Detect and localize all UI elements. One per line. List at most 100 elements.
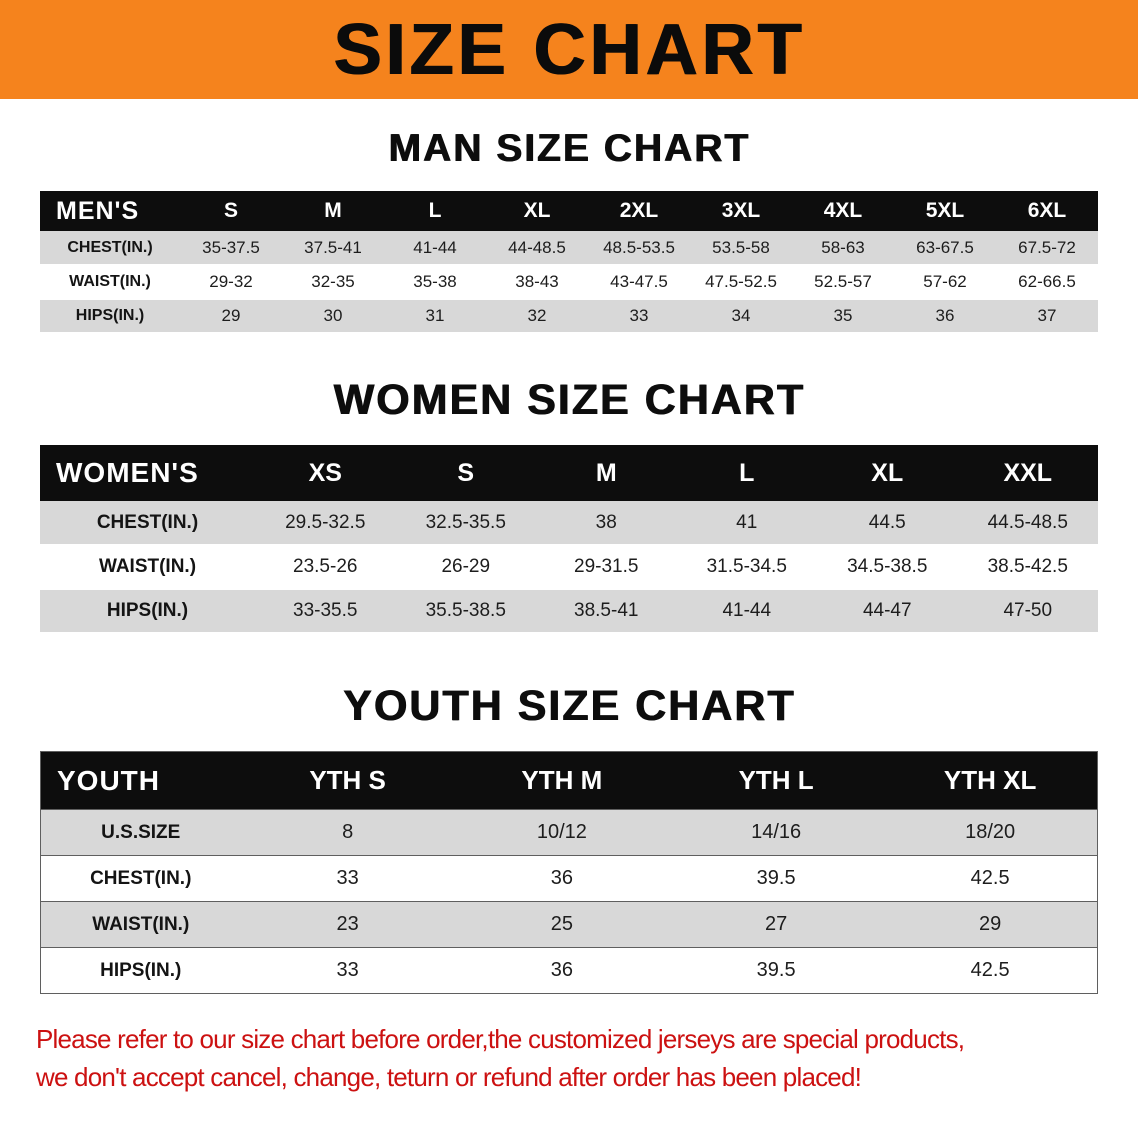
women-table-body: CHEST(IN.) 29.5-32.5 32.5-35.5 38 41 44.5 44.5… bbox=[40, 501, 1098, 634]
measurement-row: WAIST(IN.) 23 25 27 29 bbox=[40, 901, 1098, 948]
measurement-value: 47.5-52.5 bbox=[690, 265, 792, 300]
measurement-row: CHEST(IN.) 29.5-32.5 32.5-35.5 38 41 44.5 44.5… bbox=[40, 501, 1098, 546]
measurement-value: 36 bbox=[454, 947, 669, 994]
measurement-label: WAIST(IN.) bbox=[40, 545, 255, 590]
men-table-head: MEN'S S M L XL 2XL 3XL 4XL 5XL 6XL bbox=[40, 191, 1098, 231]
measurement-value: 36 bbox=[454, 855, 669, 902]
table-header-row: YOUTH YTH S YTH M YTH L YTH XL bbox=[40, 751, 1098, 810]
measurement-value: 58-63 bbox=[792, 231, 894, 266]
category-header-cell: MEN'S bbox=[56, 196, 140, 225]
measurement-value: 23.5-26 bbox=[255, 545, 396, 590]
measurement-value: 63-67.5 bbox=[894, 231, 996, 266]
measurement-value: 29-31.5 bbox=[536, 545, 677, 590]
measurement-value: 14/16 bbox=[669, 809, 884, 856]
measurement-label: HIPS(IN.) bbox=[40, 947, 241, 994]
section-men: MAN SIZE CHART MEN'S S M L XL 2XL 3XL 4XL 5XL 6XL… bbox=[0, 127, 1138, 334]
women-size-table: WOMEN'S XS S M L XL XXL CHEST(IN.) 29.5-32.5 32.… bbox=[40, 445, 1098, 634]
category-header-cell: WOMEN'S bbox=[56, 457, 199, 488]
table-header-row: MEN'S S M L XL 2XL 3XL 4XL 5XL 6XL bbox=[40, 191, 1098, 231]
measurement-value: 35-37.5 bbox=[180, 231, 282, 266]
notice-line-2: we don't accept cancel, change, teturn o… bbox=[36, 1062, 862, 1092]
measurement-row: U.S.SIZE 8 10/12 14/16 18/20 bbox=[40, 809, 1098, 856]
women-table-head: WOMEN'S XS S M L XL XXL bbox=[40, 445, 1098, 501]
measurement-value: 35-38 bbox=[384, 265, 486, 300]
youth-table-head: YOUTH YTH S YTH M YTH L YTH XL bbox=[40, 751, 1098, 810]
measurement-row: WAIST(IN.) 23.5-26 26-29 29-31.5 31.5-34.5 34… bbox=[40, 545, 1098, 590]
measurement-row: WAIST(IN.) 29-32 32-35 35-38 38-43 43-47.5 47.… bbox=[40, 265, 1098, 300]
size-header-cell: YTH S bbox=[309, 765, 386, 795]
measurement-value: 33-35.5 bbox=[255, 589, 396, 634]
measurement-value: 44.5 bbox=[817, 501, 958, 546]
measurement-value: 39.5 bbox=[669, 855, 884, 902]
measurement-value: 29 bbox=[180, 299, 282, 334]
measurement-value: 44.5-48.5 bbox=[957, 501, 1098, 546]
measurement-value: 53.5-58 bbox=[690, 231, 792, 266]
size-header-cell: L bbox=[428, 199, 442, 222]
measurement-value: 33 bbox=[588, 299, 690, 334]
youth-table-body: U.S.SIZE 8 10/12 14/16 18/20 CHEST(IN.) 33 36 39… bbox=[40, 809, 1098, 994]
men-table-body: CHEST(IN.) 35-37.5 37.5-41 41-44 44-48.5 48.5… bbox=[40, 231, 1098, 334]
measurement-value: 41-44 bbox=[676, 589, 817, 634]
men-section-heading: MAN SIZE CHART bbox=[388, 127, 750, 170]
measurement-row: CHEST(IN.) 35-37.5 37.5-41 41-44 44-48.5 48.5… bbox=[40, 231, 1098, 266]
size-header-cell: 3XL bbox=[721, 199, 761, 222]
footer-notice: Please refer to our size chart before or… bbox=[36, 1020, 1138, 1096]
size-header-cell: 5XL bbox=[925, 199, 965, 222]
measurement-value: 18/20 bbox=[883, 809, 1098, 856]
size-header-cell: XS bbox=[308, 458, 342, 487]
measurement-value: 29 bbox=[883, 901, 1098, 948]
measurement-value: 26-29 bbox=[395, 545, 536, 590]
table-header-row: WOMEN'S XS S M L XL XXL bbox=[40, 445, 1098, 501]
measurement-row: HIPS(IN.) 33 36 39.5 42.5 bbox=[40, 947, 1098, 994]
section-women: WOMEN SIZE CHART WOMEN'S XS S M L XL XXL CHEST… bbox=[0, 376, 1138, 634]
size-header-cell: XL bbox=[871, 458, 904, 487]
measurement-label: CHEST(IN.) bbox=[40, 855, 241, 902]
measurement-value: 38-43 bbox=[486, 265, 588, 300]
measurement-value: 35.5-38.5 bbox=[395, 589, 536, 634]
size-header-cell: XL bbox=[523, 199, 551, 222]
measurement-value: 48.5-53.5 bbox=[588, 231, 690, 266]
notice-line-1: Please refer to our size chart before or… bbox=[36, 1024, 965, 1054]
size-header-cell: 4XL bbox=[823, 199, 863, 222]
size-header-cell: XXL bbox=[1003, 458, 1053, 487]
measurement-value: 34 bbox=[690, 299, 792, 334]
measurement-value: 37.5-41 bbox=[282, 231, 384, 266]
measurement-value: 8 bbox=[240, 809, 455, 856]
youth-size-table: YOUTH YTH S YTH M YTH L YTH XL U.S.SIZE 8 10/1… bbox=[40, 751, 1098, 994]
measurement-value: 10/12 bbox=[454, 809, 669, 856]
measurement-row: HIPS(IN.) 33-35.5 35.5-38.5 38.5-41 41-44 44-… bbox=[40, 589, 1098, 634]
size-header-cell: S bbox=[457, 458, 475, 487]
banner: SIZE CHART bbox=[0, 0, 1138, 99]
measurement-value: 29-32 bbox=[180, 265, 282, 300]
measurement-value: 44-48.5 bbox=[486, 231, 588, 266]
measurement-value: 62-66.5 bbox=[996, 265, 1098, 300]
measurement-label: CHEST(IN.) bbox=[40, 501, 255, 546]
measurement-label: WAIST(IN.) bbox=[40, 265, 180, 300]
measurement-value: 30 bbox=[282, 299, 384, 334]
size-header-cell: YTH XL bbox=[943, 765, 1037, 795]
measurement-value: 57-62 bbox=[894, 265, 996, 300]
measurement-row: CHEST(IN.) 33 36 39.5 42.5 bbox=[40, 855, 1098, 902]
main-content: MAN SIZE CHART MEN'S S M L XL 2XL 3XL 4XL 5XL 6XL… bbox=[0, 127, 1138, 994]
measurement-value: 33 bbox=[240, 947, 455, 994]
size-header-cell: YTH M bbox=[521, 765, 603, 795]
measurement-value: 42.5 bbox=[883, 855, 1098, 902]
measurement-value: 38 bbox=[536, 501, 677, 546]
measurement-value: 44-47 bbox=[817, 589, 958, 634]
measurement-value: 32-35 bbox=[282, 265, 384, 300]
measurement-label: U.S.SIZE bbox=[40, 809, 241, 856]
measurement-value: 41-44 bbox=[384, 231, 486, 266]
size-header-cell: 2XL bbox=[619, 199, 659, 222]
size-header-cell: S bbox=[223, 199, 238, 222]
measurement-value: 33 bbox=[240, 855, 455, 902]
measurement-value: 23 bbox=[240, 901, 455, 948]
measurement-value: 31.5-34.5 bbox=[676, 545, 817, 590]
measurement-value: 34.5-38.5 bbox=[817, 545, 958, 590]
measurement-value: 36 bbox=[894, 299, 996, 334]
measurement-value: 41 bbox=[676, 501, 817, 546]
size-header-cell: M bbox=[595, 458, 617, 487]
measurement-value: 43-47.5 bbox=[588, 265, 690, 300]
measurement-label: HIPS(IN.) bbox=[40, 589, 255, 634]
measurement-value: 32.5-35.5 bbox=[395, 501, 536, 546]
page-title: SIZE CHART bbox=[333, 9, 805, 90]
